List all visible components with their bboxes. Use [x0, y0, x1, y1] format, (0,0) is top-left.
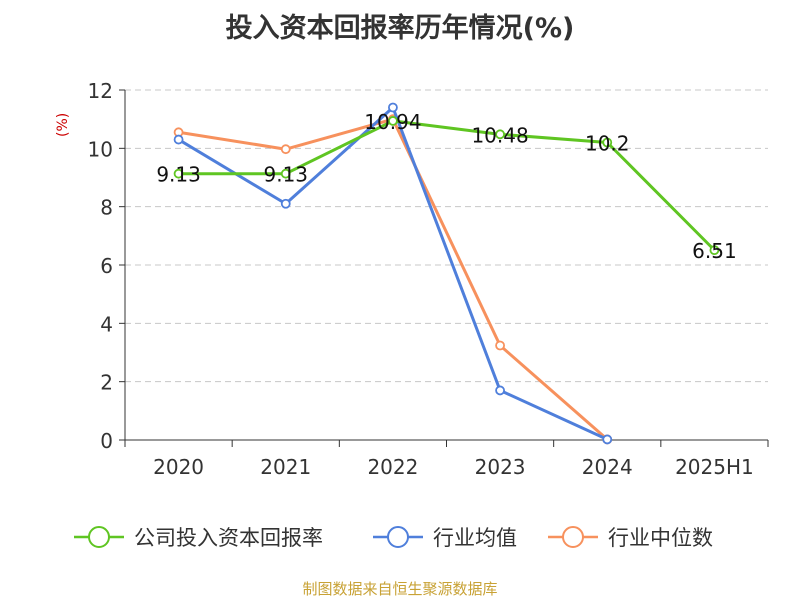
data-point	[495, 129, 505, 140]
data-point	[709, 245, 720, 256]
data-point	[388, 116, 398, 126]
legend-label: 行业均值	[433, 526, 517, 550]
legend-marker	[562, 526, 584, 548]
series-line	[177, 106, 608, 441]
data-point	[280, 168, 291, 179]
data-point	[602, 137, 613, 148]
x-tick-label: 2023	[475, 455, 526, 479]
x-tick-label: 2021	[260, 455, 311, 479]
legend-marker	[387, 526, 409, 548]
legend-label: 行业中位数	[608, 526, 713, 550]
data-point	[280, 144, 291, 155]
data-point	[388, 102, 398, 113]
data-point	[280, 198, 291, 209]
series-line	[178, 117, 609, 441]
chart-title: 投入资本回报率历年情况(%)	[225, 13, 575, 44]
legend-item: 行业均值	[373, 526, 517, 550]
data-point	[173, 168, 184, 179]
data-point	[495, 340, 505, 351]
data-label: 10.48	[471, 123, 528, 147]
y-tick-label: 12	[88, 79, 113, 103]
y-tick-label: 4	[100, 312, 113, 336]
legend-item: 公司投入资本回报率	[74, 526, 323, 550]
data-point	[173, 134, 184, 145]
data-label: 6.51	[692, 239, 737, 263]
x-tick-label: 2025H1	[675, 455, 754, 479]
x-tick-label: 2020	[153, 455, 204, 479]
data-label: 10.94	[364, 110, 421, 134]
x-tick-label: 2024	[582, 455, 633, 479]
y-tick-label: 0	[100, 429, 113, 453]
data-label: 9.13	[263, 163, 308, 187]
x-tick-label: 2022	[367, 455, 418, 479]
y-tick-label: 2	[100, 371, 113, 395]
y-tick-label: 10	[88, 137, 113, 161]
data-label: 10.2	[585, 132, 630, 156]
data-point	[602, 434, 613, 445]
data-label: 9.13	[156, 163, 201, 187]
legend-marker	[88, 526, 110, 548]
y-tick-label: 8	[100, 196, 113, 220]
legend-item: 行业中位数	[548, 526, 713, 550]
series-line	[178, 119, 716, 252]
y-tick-label: 6	[100, 254, 113, 278]
legend-label: 公司投入资本回报率	[134, 526, 323, 550]
data-point	[495, 385, 505, 396]
source-note: 制图数据来自恒生聚源数据库	[302, 580, 498, 598]
